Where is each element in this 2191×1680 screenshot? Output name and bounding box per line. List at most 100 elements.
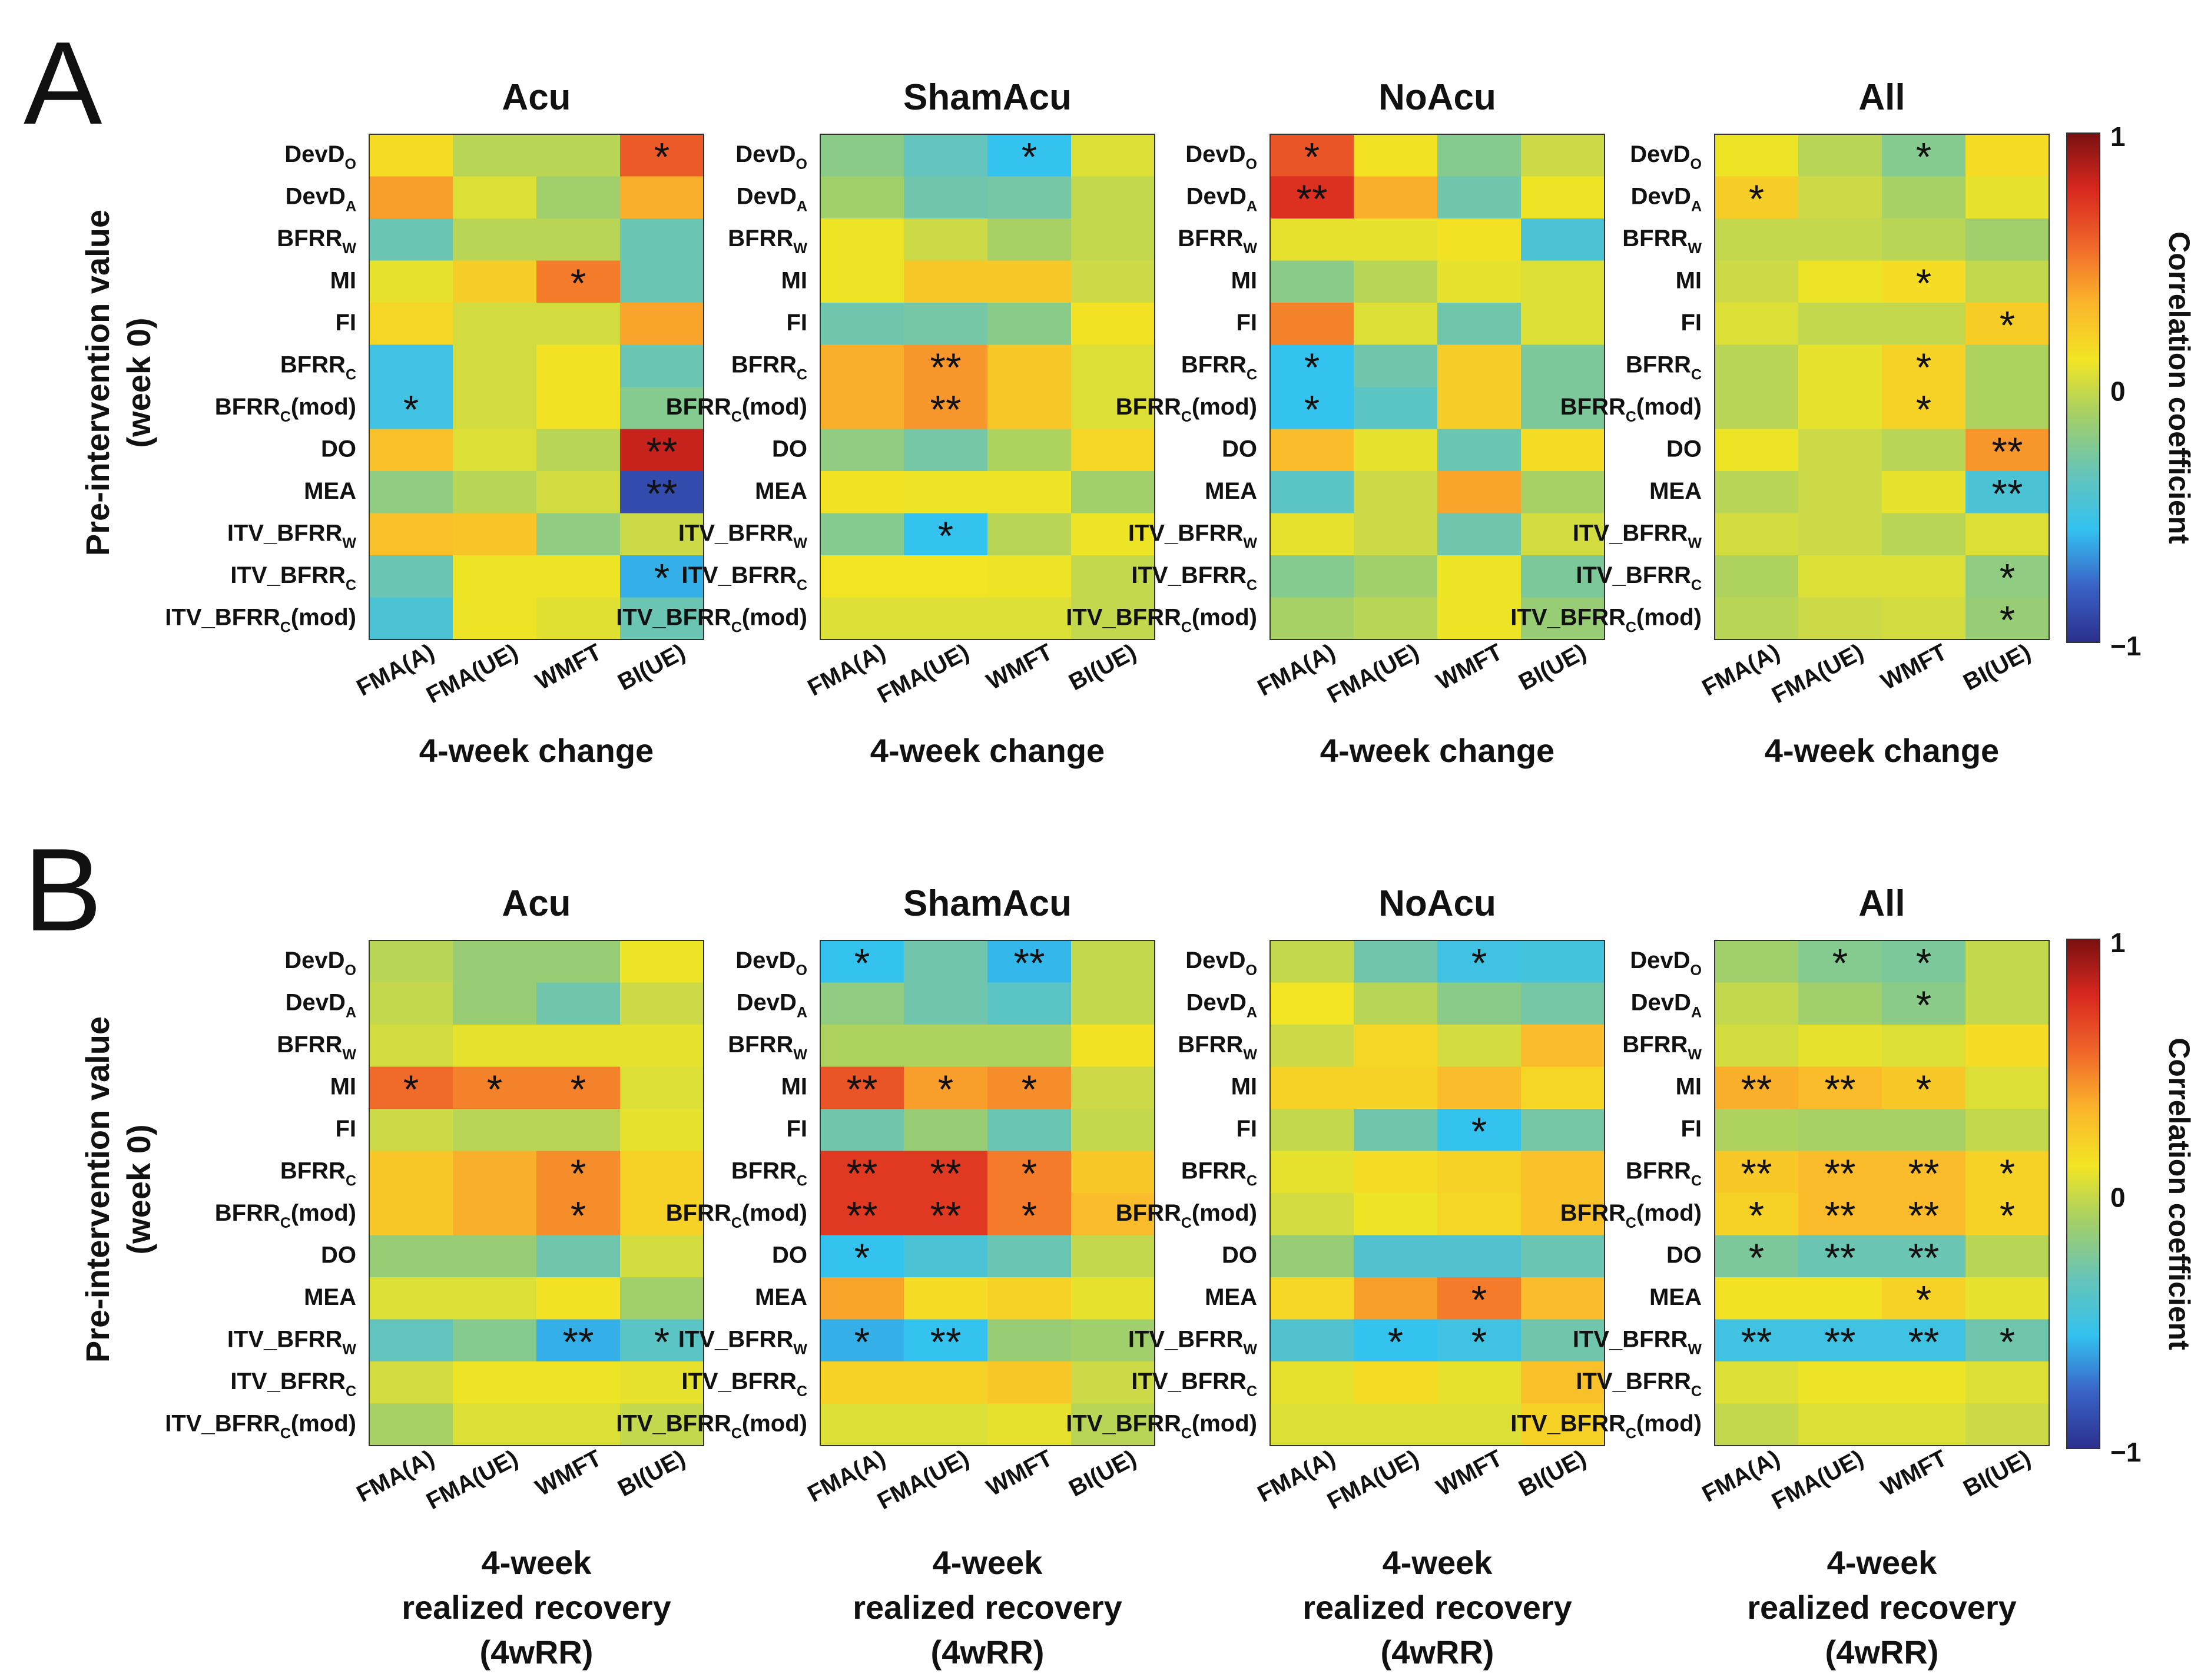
- row-label-a-all-10: ITV_BFRRC: [1576, 562, 1702, 594]
- row-label-a-shamacu-0: DevDO: [735, 141, 807, 173]
- heatmap-cell-a-noacu-r0-c3: [1521, 134, 1605, 177]
- heatmap-cell-b-acu-r9-c3: [620, 1319, 704, 1362]
- heatmap-cell-b-acu-r4-c1: [453, 1109, 537, 1152]
- heatmap-cell-b-all-r5-c0: [1715, 1151, 1799, 1194]
- heatmap-cell-a-shamacu-r2-c3: [1071, 218, 1155, 261]
- heatmap-cell-a-shamacu-r11-c2: [987, 597, 1072, 640]
- row-label-a-noacu-6: BFRRC(mod): [1116, 394, 1257, 425]
- heatmap-frame-b-shamacu: [820, 940, 1155, 1446]
- heatmap-cell-b-acu-r8-c3: [620, 1277, 704, 1320]
- heatmap-cell-a-noacu-r11-c1: [1354, 597, 1438, 640]
- heatmap-cell-b-shamacu-r5-c2: [987, 1151, 1072, 1194]
- significance-mark-b-acu-r9-c2: **: [563, 1320, 594, 1364]
- heatmap-cell-b-all-r2-c0: [1715, 1025, 1799, 1068]
- heatmap-cell-a-noacu-r10-c2: [1437, 555, 1522, 598]
- colorbar-tick-1-2: −1: [2110, 1437, 2141, 1467]
- heatmap-cell-a-acu-r6-c3: [620, 387, 704, 430]
- row-label-a-shamacu-1: DevDA: [737, 184, 807, 215]
- heatmap-cell-a-noacu-r9-c1: [1354, 513, 1438, 556]
- heatmap-cell-a-noacu-r0-c0: [1270, 134, 1354, 177]
- heatmap-cell-a-all-r4-c1: [1798, 303, 1882, 346]
- heatmap-cell-a-shamacu-r8-c1: [904, 471, 988, 514]
- heatmap-cell-a-noacu-r4-c3: [1521, 303, 1605, 346]
- heatmap-cell-a-acu-r9-c1: [453, 513, 537, 556]
- heatmap-cell-a-shamacu-r4-c1: [904, 303, 988, 346]
- heatmap-cell-a-shamacu-r5-c0: [820, 344, 904, 387]
- heatmap-frame-a-shamacu: [820, 134, 1155, 640]
- heatmap-cell-b-shamacu-r4-c0: [820, 1109, 904, 1152]
- row-label-b-noacu-7: DO: [1222, 1242, 1257, 1268]
- row-label-a-shamacu-8: MEA: [755, 478, 807, 504]
- heatmap-cell-a-shamacu-r2-c1: [904, 218, 988, 261]
- colorbar-tick-1-0: 1: [2110, 927, 2126, 958]
- heatmap-cell-a-noacu-r6-c2: [1437, 387, 1522, 430]
- heatmap-cell-b-all-r6-c2: [1882, 1193, 1966, 1236]
- heatmap-cell-b-all-r1-c3: [1965, 982, 2050, 1025]
- heatmap-cell-a-acu-r0-c3: [620, 134, 704, 177]
- heatmap-cell-b-acu-r11-c1: [453, 1403, 537, 1446]
- heatmap-cell-b-noacu-r1-c2: [1437, 982, 1522, 1025]
- column-label-b-shamacu-fma-ue: FMA(UE): [873, 1445, 973, 1515]
- heatmap-cell-a-all-r5-c3: [1965, 344, 2050, 387]
- heatmap-cell-b-noacu-r8-c3: [1521, 1277, 1605, 1320]
- heatmap-cell-a-acu-r2-c0: [369, 218, 453, 261]
- heatmap-cell-a-shamacu-r1-c1: [904, 176, 988, 219]
- heatmap-cell-a-shamacu-r9-c1: [904, 513, 988, 556]
- column-label-a-shamacu-wmft: WMFT: [982, 639, 1057, 695]
- significance-mark-b-noacu-r0-c2: *: [1471, 940, 1487, 985]
- row-label-b-noacu-11: ITV_BFRRC(mod): [1066, 1411, 1257, 1442]
- heatmap-cell-a-all-r0-c2: [1882, 134, 1966, 177]
- x-axis-label-b-noacu-line1: realized recovery: [1302, 1589, 1572, 1626]
- heatmap-cell-a-noacu-r3-c1: [1354, 260, 1438, 303]
- significance-mark-b-all-r6-c0: *: [1749, 1193, 1764, 1238]
- heatmap-frame-b-acu: [369, 940, 704, 1446]
- x-axis-label-b-acu-line1: realized recovery: [402, 1589, 671, 1626]
- heatmap-cell-b-shamacu-r8-c1: [904, 1277, 988, 1320]
- heatmap-cell-a-all-r3-c3: [1965, 260, 2050, 303]
- heatmap-cell-b-acu-r8-c0: [369, 1277, 453, 1320]
- x-axis-label-b-all-line1: realized recovery: [1747, 1589, 2017, 1626]
- heatmap-cell-a-noacu-r8-c2: [1437, 471, 1522, 514]
- heatmap-cell-b-acu-r8-c1: [453, 1277, 537, 1320]
- y-axis-label-a-line2: (week 0): [120, 318, 157, 448]
- heatmap-cell-a-all-r0-c0: [1715, 134, 1799, 177]
- heatmap-cell-a-acu-r2-c3: [620, 218, 704, 261]
- row-label-b-acu-9: ITV_BFRRW: [227, 1327, 357, 1358]
- heatmap-cell-a-all-r11-c3: [1965, 597, 2050, 640]
- heatmap-cell-b-shamacu-r1-c0: [820, 982, 904, 1025]
- row-label-a-acu-6: BFRRC(mod): [215, 394, 356, 425]
- heatmap-cell-b-acu-r2-c2: [536, 1025, 621, 1068]
- heatmap-cell-b-acu-r7-c2: [536, 1235, 621, 1278]
- heatmap-cell-a-shamacu-r9-c2: [987, 513, 1072, 556]
- heatmap-cell-b-noacu-r4-c3: [1521, 1109, 1605, 1152]
- row-label-b-noacu-6: BFRRC(mod): [1116, 1200, 1257, 1231]
- heatmap-cell-a-noacu-r4-c2: [1437, 303, 1522, 346]
- heatmap-cell-b-noacu-r8-c2: [1437, 1277, 1522, 1320]
- significance-mark-a-noacu-r6-c0: *: [1304, 387, 1320, 432]
- row-label-a-noacu-3: MI: [1231, 268, 1257, 294]
- heatmap-cell-b-noacu-r2-c1: [1354, 1025, 1438, 1068]
- heatmap-cell-b-shamacu-r5-c0: [820, 1151, 904, 1194]
- chart-title-a-noacu: NoAcu: [1378, 77, 1496, 118]
- row-label-b-acu-10: ITV_BFRRC: [230, 1368, 356, 1400]
- heatmap-cell-a-all-r0-c3: [1965, 134, 2050, 177]
- heatmap-cell-a-acu-r8-c1: [453, 471, 537, 514]
- column-label-b-acu-wmft: WMFT: [531, 1445, 606, 1501]
- heatmap-cell-b-all-r0-c0: [1715, 940, 1799, 983]
- heatmap-b-all: All* **** ** *** ** ** ** ** ** ** ** ***** ** ** *Dev…: [1510, 883, 2050, 1671]
- significance-mark-b-acu-r3-c1: *: [487, 1067, 502, 1112]
- heatmap-cell-b-noacu-r10-c2: [1437, 1361, 1522, 1404]
- heatmap-cell-a-all-r6-c2: [1882, 387, 1966, 430]
- heatmap-cell-b-shamacu-r3-c3: [1071, 1066, 1155, 1109]
- heatmap-cell-a-shamacu-r7-c1: [904, 429, 988, 472]
- heatmap-cell-a-noacu-r6-c1: [1354, 387, 1438, 430]
- heatmap-cell-a-all-r4-c0: [1715, 303, 1799, 346]
- heatmap-cell-a-acu-r4-c2: [536, 303, 621, 346]
- row-label-b-shamacu-8: MEA: [755, 1284, 807, 1310]
- heatmap-cell-b-noacu-r11-c3: [1521, 1403, 1605, 1446]
- column-label-b-shamacu-bi-ue: BI(UE): [1065, 1445, 1141, 1502]
- significance-mark-b-all-r0-c1: *: [1832, 940, 1848, 985]
- heatmap-cell-a-noacu-r1-c1: [1354, 176, 1438, 219]
- heatmap-cell-a-acu-r6-c1: [453, 387, 537, 430]
- heatmap-cell-a-noacu-r0-c1: [1354, 134, 1438, 177]
